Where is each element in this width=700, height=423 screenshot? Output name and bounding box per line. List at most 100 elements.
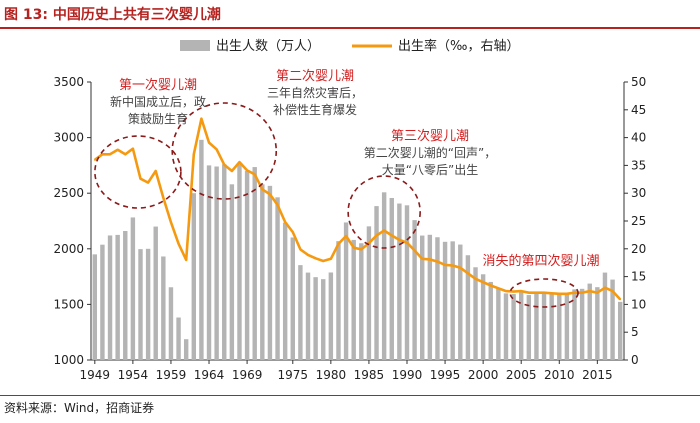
birth-count-bar: [115, 234, 120, 360]
right-tick-label: 35: [631, 158, 646, 172]
birth-rate-point: [550, 292, 553, 295]
birth-rate-point: [238, 161, 241, 163]
birth-rate-point: [177, 242, 180, 245]
annotation-boom3: 第三次婴儿潮 第二次婴儿潮的“回声”， 大量“八零后”出生: [330, 128, 530, 179]
birth-count-bar: [549, 294, 554, 360]
right-tick-label: 20: [631, 242, 646, 256]
birth-count-bar: [366, 226, 372, 360]
birth-count-bar: [579, 288, 585, 360]
left-tick-label: 1000: [53, 353, 84, 367]
birth-rate-point: [276, 203, 279, 206]
annotation-boom2-head: 第二次婴儿潮: [275, 69, 354, 84]
birth-rate-point: [329, 257, 332, 260]
birth-count-bar: [420, 235, 425, 360]
birth-count-bar: [260, 184, 265, 360]
birth-rate-point: [459, 266, 462, 269]
annotation-boom1: 第一次婴儿潮 新中国成立后，政 策鼓励生育: [92, 77, 224, 128]
birth-rate-point: [253, 173, 256, 176]
birth-count-bar: [161, 256, 166, 360]
birth-count-bar: [183, 339, 189, 360]
birth-rate-point: [520, 290, 523, 292]
birth-rate-point: [352, 246, 355, 249]
birth-rate-point: [192, 153, 195, 156]
birth-count-bar: [336, 241, 341, 360]
annotation-boom2-line1: 三年自然灾害后，: [266, 86, 363, 100]
birth-rate-point: [124, 153, 127, 156]
birth-rate-point: [162, 196, 165, 199]
right-tick-label: 40: [631, 131, 646, 145]
birth-rate-point: [230, 170, 233, 172]
birth-count-bar: [526, 295, 532, 360]
birth-rate-point: [246, 169, 248, 172]
birth-rate-point: [611, 290, 614, 292]
birth-count-bar: [602, 272, 608, 360]
birth-count-bar: [587, 283, 592, 360]
figure-title: 图 13: 中国历史上共有三次婴儿潮: [4, 7, 221, 23]
birth-count-bar: [518, 291, 524, 360]
birth-count-bar: [595, 287, 600, 360]
birth-rate-point: [489, 284, 492, 287]
legend-bar-label: 出生人数（万人）: [216, 39, 320, 54]
birth-rate-point: [527, 291, 530, 294]
right-tick-label: 0: [631, 353, 639, 367]
birth-count-bar: [480, 274, 486, 360]
birth-rate-point: [109, 153, 111, 156]
birth-rate-point: [390, 234, 393, 237]
birth-rate-point: [101, 153, 104, 156]
birth-count-bar: [267, 185, 273, 360]
birth-rate-point: [223, 163, 226, 166]
birth-rate-line: [94, 117, 622, 301]
birth-count-bar: [572, 289, 577, 360]
birth-count-bar: [541, 292, 547, 360]
x-tick-label: 1990: [392, 368, 423, 382]
birth-count-bar: [252, 167, 257, 360]
x-tick-label: 1959: [156, 368, 187, 382]
birth-count-bar: [328, 272, 334, 360]
birth-rate-point: [208, 141, 210, 144]
birth-rate-point: [428, 258, 431, 261]
birth-rate-point: [543, 291, 545, 294]
x-tick-label: 1985: [354, 368, 385, 382]
birth-rate-point: [360, 248, 363, 251]
birth-count-bar: [465, 255, 471, 360]
birth-rate-point: [139, 177, 142, 180]
birth-count-bar: [130, 217, 136, 360]
boom4-circle: [509, 278, 579, 308]
left-tick-label: 2000: [53, 242, 84, 256]
title-rule: [0, 27, 700, 29]
birth-rate-point: [512, 290, 515, 293]
birth-count-bar: [107, 235, 113, 360]
birth-count-bar: [321, 279, 326, 360]
x-tick-label: 1964: [194, 368, 225, 382]
birth-rate-point: [93, 158, 96, 161]
birth-count-bar: [450, 241, 455, 360]
birth-count-bar: [123, 231, 128, 360]
birth-count-bar: [359, 243, 364, 360]
birth-rate-point: [565, 292, 568, 295]
birth-count-bar: [191, 193, 197, 360]
x-tick-label: 2015: [582, 368, 613, 382]
birth-count-bar: [557, 294, 562, 360]
annotation-boom1-line2: 策鼓励生育: [127, 112, 188, 126]
left-tick-label: 2500: [53, 186, 84, 200]
right-tick-label: 50: [631, 75, 646, 89]
birth-rate-point: [535, 291, 538, 294]
birth-count-bar: [222, 164, 227, 360]
birth-count-bar: [153, 226, 158, 360]
birth-rate-point: [131, 147, 134, 150]
x-tick-label: 1975: [278, 368, 309, 382]
x-tick-label: 1969: [232, 368, 263, 382]
birth-count-bar: [397, 203, 402, 360]
x-tick-label: 1980: [316, 368, 347, 382]
birth-rate-point: [482, 281, 485, 284]
birth-count-bar: [351, 239, 356, 360]
birth-count-bar: [282, 222, 288, 360]
birth-count-bar: [564, 292, 570, 360]
left-tick-label: 3000: [53, 131, 84, 145]
birth-count-bar: [298, 265, 303, 360]
birth-count-bar: [145, 248, 151, 360]
birth-count-bar: [290, 237, 295, 360]
birth-rate-point: [406, 241, 408, 244]
birth-count-bar: [275, 197, 280, 360]
